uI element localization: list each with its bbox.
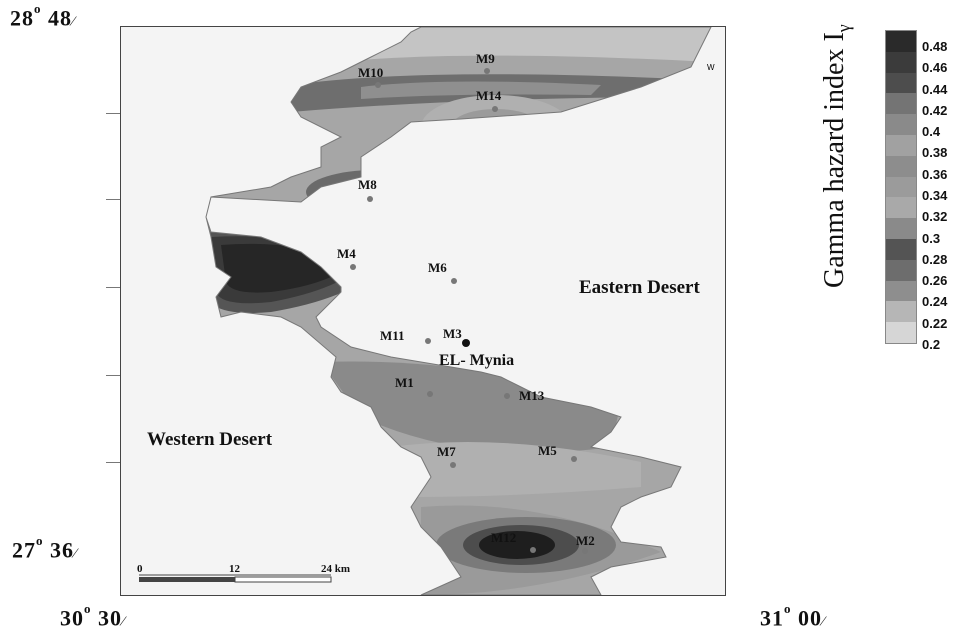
station-label-m8: M8 bbox=[358, 177, 377, 192]
scale-label-12: 12 bbox=[229, 563, 241, 575]
station-marker-m12 bbox=[530, 547, 536, 553]
legend-tick-label: 0.38 bbox=[922, 145, 948, 161]
station-marker-m9 bbox=[484, 68, 490, 74]
axis-tick bbox=[106, 287, 120, 288]
station-marker-m10 bbox=[375, 82, 381, 88]
legend-color-cell bbox=[886, 93, 916, 115]
axis-tick bbox=[106, 113, 120, 114]
station-markers bbox=[350, 68, 588, 554]
legend-color-cell bbox=[886, 31, 916, 52]
station-marker-m2 bbox=[582, 548, 588, 554]
legend-tick-label: 0.48 bbox=[922, 39, 948, 54]
lon-label-right: 31o 00⁄ bbox=[760, 601, 826, 631]
legend-color-cell bbox=[886, 72, 916, 94]
station-label-m1: M1 bbox=[395, 375, 414, 390]
legend-tick-label: 0.42 bbox=[922, 102, 948, 118]
station-label-m12: M12 bbox=[491, 530, 516, 545]
legend-tick-label: 0.34 bbox=[922, 188, 948, 203]
legend-tick-label: 0.44 bbox=[922, 81, 948, 97]
station-marker-m3 bbox=[462, 339, 470, 347]
axis-tick bbox=[106, 375, 120, 376]
region-label-west: Western Desert bbox=[147, 429, 273, 450]
legend-color-cell bbox=[886, 114, 916, 135]
legend-tick-label: 0.4 bbox=[922, 124, 941, 140]
station-marker-m8 bbox=[367, 196, 373, 202]
legend-color-cell bbox=[886, 176, 916, 198]
scale-bar bbox=[139, 574, 332, 583]
legend-tick-label: 0.26 bbox=[922, 273, 948, 289]
region-label-east: Eastern Desert bbox=[579, 277, 700, 298]
station-marker-m6 bbox=[451, 278, 457, 284]
station-label-m14: M14 bbox=[476, 88, 502, 103]
legend-color-cell bbox=[886, 259, 916, 281]
colorbar-legend bbox=[885, 30, 917, 344]
lon-label-left: 30o 30⁄ bbox=[60, 601, 126, 631]
station-marker-m1 bbox=[427, 391, 433, 397]
legend-color-cell bbox=[886, 238, 916, 260]
map-canvas[interactable]: M9 M10 M14 M8 M4 M6 M11 M3 M1 M13 M7 M5 … bbox=[120, 26, 726, 596]
legend-color-cell bbox=[886, 51, 916, 73]
station-label-m13: M13 bbox=[519, 388, 545, 403]
lat-label-bottom: 27o 36⁄ bbox=[12, 533, 78, 563]
legend-title-text: Gamma hazard index I bbox=[819, 32, 850, 288]
legend-tick-label: 0.24 bbox=[922, 294, 948, 310]
legend-tick-label: 0.3 bbox=[922, 230, 941, 246]
compass-w: W bbox=[707, 63, 715, 72]
station-label-m9: M9 bbox=[476, 51, 495, 66]
legend-tick-label: 0.46 bbox=[922, 60, 948, 76]
station-label-m6: M6 bbox=[428, 260, 447, 275]
legend-tick-label: 0.2 bbox=[922, 337, 941, 352]
legend-title-sub: γ bbox=[833, 24, 854, 33]
station-marker-m5 bbox=[571, 456, 577, 462]
station-marker-m4 bbox=[350, 264, 356, 270]
legend-tick-label: 0.32 bbox=[922, 209, 948, 225]
axis-tick bbox=[106, 462, 120, 463]
lat-label-top: 28o 48⁄ bbox=[10, 1, 76, 31]
legend-title: Gamma hazard index Iγ bbox=[817, 24, 854, 288]
station-label-m3: M3 bbox=[443, 326, 462, 341]
legend-tick-label: 0.22 bbox=[922, 315, 948, 331]
legend-color-cell bbox=[886, 134, 916, 156]
contour-map: M9 M10 M14 M8 M4 M6 M11 M3 M1 M13 M7 M5 … bbox=[137, 27, 715, 595]
station-marker-m11 bbox=[425, 338, 431, 344]
station-label-m2: M2 bbox=[576, 533, 595, 548]
station-label-m5: M5 bbox=[538, 443, 557, 458]
city-label: EL- Mynia bbox=[439, 352, 514, 369]
station-marker-m13 bbox=[504, 393, 510, 399]
station-label-m7: M7 bbox=[437, 444, 456, 459]
legend-color-cell bbox=[886, 280, 916, 302]
station-label-m4: M4 bbox=[337, 246, 356, 261]
legend-color-cell bbox=[886, 322, 916, 343]
legend-color-cell bbox=[886, 218, 916, 239]
station-marker-m14 bbox=[492, 106, 498, 112]
legend-tick-label: 0.36 bbox=[922, 166, 948, 182]
legend-color-cell bbox=[886, 155, 916, 177]
legend-tick-label: 0.28 bbox=[922, 251, 948, 267]
legend-color-cell bbox=[886, 301, 916, 323]
station-label-m11: M11 bbox=[380, 328, 405, 343]
legend-color-cell bbox=[886, 197, 916, 219]
scale-label-24: 24 km bbox=[321, 563, 350, 575]
scale-label-0: 0 bbox=[137, 563, 143, 575]
station-label-m10: M10 bbox=[358, 65, 383, 80]
station-marker-m7 bbox=[450, 462, 456, 468]
axis-tick bbox=[106, 199, 120, 200]
